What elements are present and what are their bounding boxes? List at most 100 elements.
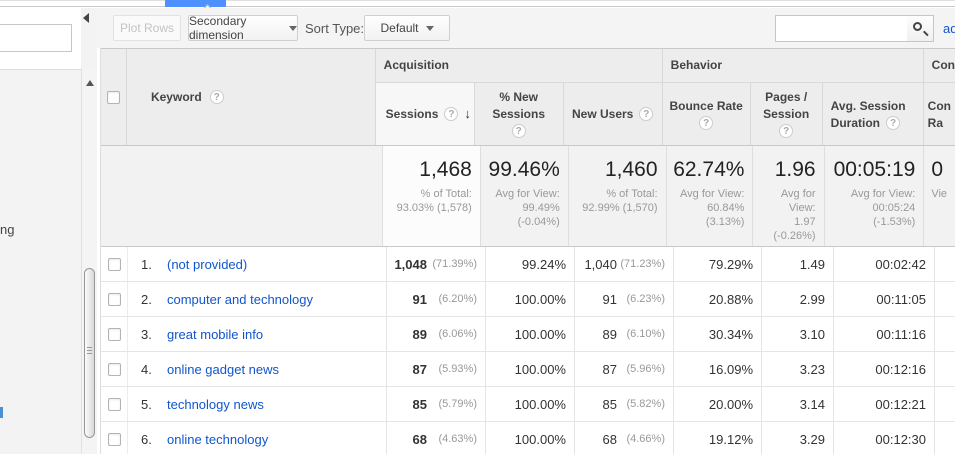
sessions-value: 91 [412, 291, 427, 307]
table-body: 1. (not provided) 1,048 (71.39%) 99.24% … [101, 247, 955, 454]
sessions-total-sub: % of Total: [420, 188, 472, 200]
duration-value: 00:12:21 [875, 396, 926, 412]
duration-value: 00:12:30 [875, 431, 926, 447]
new-users-value: 89 [602, 326, 617, 342]
keyword-link[interactable]: online gadget news [167, 361, 280, 377]
new-users-percent: (4.66%) [626, 433, 665, 445]
new-sessions-total-sub: Avg for View: [495, 188, 560, 200]
pages-session-column-header[interactable]: Pages / Session ? [751, 83, 823, 145]
bounce-rate-value: 30.34% [708, 326, 753, 342]
scroll-up-icon[interactable] [86, 80, 94, 86]
keyword-link[interactable]: computer and technology [167, 291, 313, 307]
keyword-column-header[interactable]: Keyword ? [127, 49, 376, 145]
table-search-input[interactable] [775, 15, 908, 42]
new-users-cell: 85 (5.82%) [574, 387, 673, 421]
sessions-value: 89 [412, 326, 427, 342]
new-users-percent: (5.96%) [626, 363, 665, 375]
duration-cell: 00:02:42 [833, 247, 934, 281]
sort-type-value: Default [380, 21, 419, 35]
secondary-dimension-dropdown[interactable]: Secondary dimension [188, 14, 298, 42]
keyword-cell: 2. computer and technology [128, 282, 386, 316]
keyword-header-label: Keyword [150, 90, 202, 104]
new-sessions-header-line1: % New [499, 90, 539, 104]
new-sessions-header-line2: Sessions [492, 107, 546, 121]
metric-headers: Acquisition Behavior Con Sessions ? ↓ % … [375, 49, 955, 145]
new-users-cell: 91 (6.23%) [574, 282, 673, 316]
row-checkbox[interactable] [107, 257, 121, 271]
keyword-link[interactable]: great mobile info [167, 326, 264, 342]
row-checkbox[interactable] [107, 327, 121, 341]
duration-value: 00:11:05 [876, 291, 926, 307]
help-icon[interactable]: ? [444, 107, 459, 121]
keyword-link[interactable]: online technology [167, 431, 269, 447]
row-index: 5. [141, 396, 152, 412]
new-sessions-cell: 99.24% [485, 247, 574, 281]
keyword-link[interactable]: (not provided) [167, 256, 248, 272]
new-users-percent: (71.23%) [620, 258, 665, 270]
bounce-rate-cell: 20.00% [673, 387, 761, 421]
duration-value: 00:12:16 [875, 361, 926, 377]
new-users-percent: (6.23%) [626, 293, 665, 305]
duration-value: 00:11:16 [876, 326, 926, 342]
duration-cell: 00:12:16 [833, 352, 934, 386]
sort-type-dropdown[interactable]: Default [364, 15, 450, 41]
chevron-down-icon [289, 25, 297, 31]
row-checkbox[interactable] [107, 397, 121, 411]
group-acquisition: Acquisition [376, 49, 663, 82]
pages-session-value: 3.14 [799, 396, 825, 412]
bounce-rate-cell: 20.88% [673, 282, 761, 316]
advanced-search-link[interactable]: ad [943, 21, 955, 36]
select-all-checkbox[interactable] [106, 90, 120, 104]
sidebar-collapse-icon[interactable] [83, 13, 89, 23]
sidebar-item-label: ng [0, 222, 15, 237]
new-users-header-label: New Users [571, 107, 634, 121]
table-row: 1. (not provided) 1,048 (71.39%) 99.24% … [101, 247, 955, 282]
conversion-rate-column-header[interactable]: Con Ra [924, 83, 955, 145]
sessions-total: 1,468 % of Total: 93.03% (1,578) [382, 146, 480, 246]
new-users-value: 1,040 [584, 256, 617, 272]
sessions-column-header[interactable]: Sessions ? ↓ [375, 83, 475, 145]
help-icon[interactable]: ? [511, 124, 526, 138]
help-icon[interactable]: ? [699, 115, 714, 130]
sessions-value: 1,048 [394, 256, 427, 272]
sessions-cell: 91 (6.20%) [386, 282, 485, 316]
row-checkbox-cell [101, 352, 128, 386]
new-users-cell: 87 (5.96%) [574, 352, 673, 386]
help-icon[interactable]: ? [209, 90, 224, 104]
plot-rows-button[interactable]: Plot Rows [113, 15, 181, 41]
new-sessions-cell: 100.00% [485, 282, 574, 316]
sidebar-link-fragment[interactable] [0, 407, 3, 418]
row-index: 3. [141, 326, 152, 342]
new-sessions-cell: 100.00% [485, 422, 574, 454]
bounce-rate-cell: 30.34% [673, 317, 761, 351]
sidebar-search-input[interactable] [0, 24, 72, 52]
pages-session-total-sub: View: [788, 202, 816, 214]
row-index: 1. [141, 256, 152, 272]
row-checkbox[interactable] [107, 292, 121, 306]
pages-session-value: 3.10 [799, 326, 825, 342]
row-checkbox-cell [101, 247, 128, 281]
keyword-link[interactable]: technology news [167, 396, 264, 412]
plot-rows-label: Plot Rows [119, 21, 175, 35]
keyword-cell: 6. online technology [128, 422, 386, 454]
sidebar-scrollbar[interactable] [81, 68, 97, 454]
pages-session-cell: 2.99 [761, 282, 833, 316]
help-icon[interactable]: ? [639, 107, 654, 121]
row-checkbox[interactable] [107, 362, 121, 376]
table-row: 3. great mobile info 89 (6.06%) 100.00% … [101, 317, 955, 352]
search-button[interactable] [907, 15, 934, 42]
help-icon[interactable]: ? [779, 124, 794, 138]
help-icon[interactable]: ? [886, 115, 901, 130]
new-users-column-header[interactable]: New Users ? [564, 83, 663, 145]
new-sessions-total-sub: 99.49% [522, 202, 560, 214]
sessions-percent: (6.20%) [438, 293, 477, 305]
scrollbar-thumb[interactable] [84, 268, 95, 438]
bounce-rate-column-header[interactable]: Bounce Rate ? [663, 83, 751, 145]
sessions-cell: 1,048 (71.39%) [386, 247, 485, 281]
new-sessions-column-header[interactable]: % New Sessions ? [475, 83, 564, 145]
session-duration-column-header[interactable]: Avg. Session Duration ? [823, 83, 924, 145]
table-row: 4. online gadget news 87 (5.93%) 100.00%… [101, 352, 955, 387]
bounce-rate-value: 16.09% [708, 361, 753, 377]
row-checkbox[interactable] [107, 432, 121, 446]
new-sessions-value: 100.00% [514, 431, 566, 447]
